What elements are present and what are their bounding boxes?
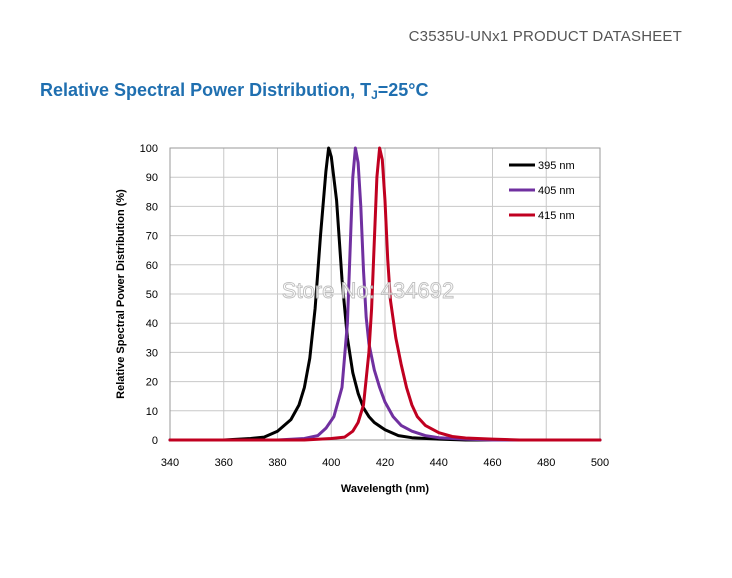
y-tick-label: 80: [146, 201, 158, 213]
x-tick-label: 460: [483, 457, 501, 469]
series-line: [168, 146, 602, 442]
x-tick-label: 500: [591, 457, 609, 469]
legend-label: 395 nm: [538, 160, 575, 172]
section-title: Relative Spectral Power Distribution, TJ…: [40, 80, 429, 102]
x-tick-label: 440: [430, 457, 448, 469]
y-tick-label: 10: [146, 406, 158, 418]
x-tick-label: 380: [268, 457, 286, 469]
y-tick-label: 50: [146, 289, 158, 301]
section-title-subscript: J: [371, 88, 378, 102]
y-tick-label: 70: [146, 231, 158, 243]
y-tick-label: 20: [146, 377, 158, 389]
x-tick-label: 480: [537, 457, 555, 469]
y-tick-label: 90: [146, 172, 158, 184]
section-title-suffix: =25°C: [377, 80, 429, 100]
y-tick-labels: 0 10 20 30 40 50 60 70 80 90 100: [140, 143, 158, 447]
y-axis-label: Relative Spectral Power Distribution (%): [115, 189, 127, 399]
document-header: C3535U-UNx1 PRODUCT DATASHEET: [408, 28, 682, 45]
x-axis-label: Wavelength (nm): [341, 483, 430, 495]
legend: 395 nm 405 nm 415 nm: [509, 160, 575, 222]
watermark-text: Store No: 434692: [282, 278, 454, 303]
legend-label: 415 nm: [538, 210, 575, 222]
x-tick-label: 420: [376, 457, 394, 469]
series-line: [168, 146, 602, 442]
plot-frame: [169, 147, 601, 441]
x-tick-label: 360: [215, 457, 233, 469]
series-lines: [168, 146, 602, 442]
y-tick-label: 100: [140, 143, 158, 155]
y-tick-label: 0: [152, 435, 158, 447]
y-tick-label: 60: [146, 260, 158, 272]
x-tick-label: 340: [161, 457, 179, 469]
legend-label: 405 nm: [538, 185, 575, 197]
x-tick-label: 400: [322, 457, 340, 469]
y-tick-label: 40: [146, 318, 158, 330]
y-tick-label: 30: [146, 347, 158, 359]
section-title-main: Relative Spectral Power Distribution, T: [40, 80, 372, 100]
series-line: [168, 146, 602, 442]
x-tick-labels: 340 360 380 400 420 440 460 480 500: [161, 457, 609, 469]
